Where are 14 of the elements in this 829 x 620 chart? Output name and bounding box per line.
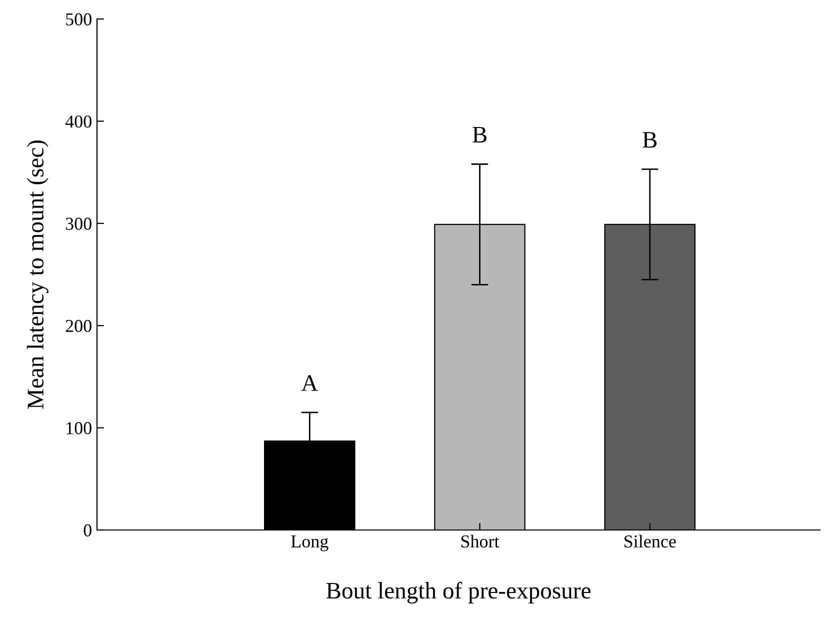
y-tick-label: 0: [84, 524, 92, 536]
x-tick-label: Long: [291, 536, 328, 552]
y-tick-label: 500: [66, 13, 92, 26]
annotation: A: [301, 375, 318, 391]
annotation: B: [642, 132, 657, 148]
y-axis-title: Mean latency to mount (sec): [26, 140, 48, 409]
y-tick-label: 400: [65, 115, 92, 128]
x-axis-title: Bout length of pre-exposure: [326, 582, 590, 604]
y-tick-label: 200: [66, 320, 92, 332]
y-tick-label: 300: [66, 218, 92, 230]
x-tick-label: Silence: [624, 534, 676, 548]
annotation: B: [472, 126, 486, 142]
x-tick-label: Short: [461, 534, 500, 548]
y-tick-label: 100: [66, 422, 92, 434]
